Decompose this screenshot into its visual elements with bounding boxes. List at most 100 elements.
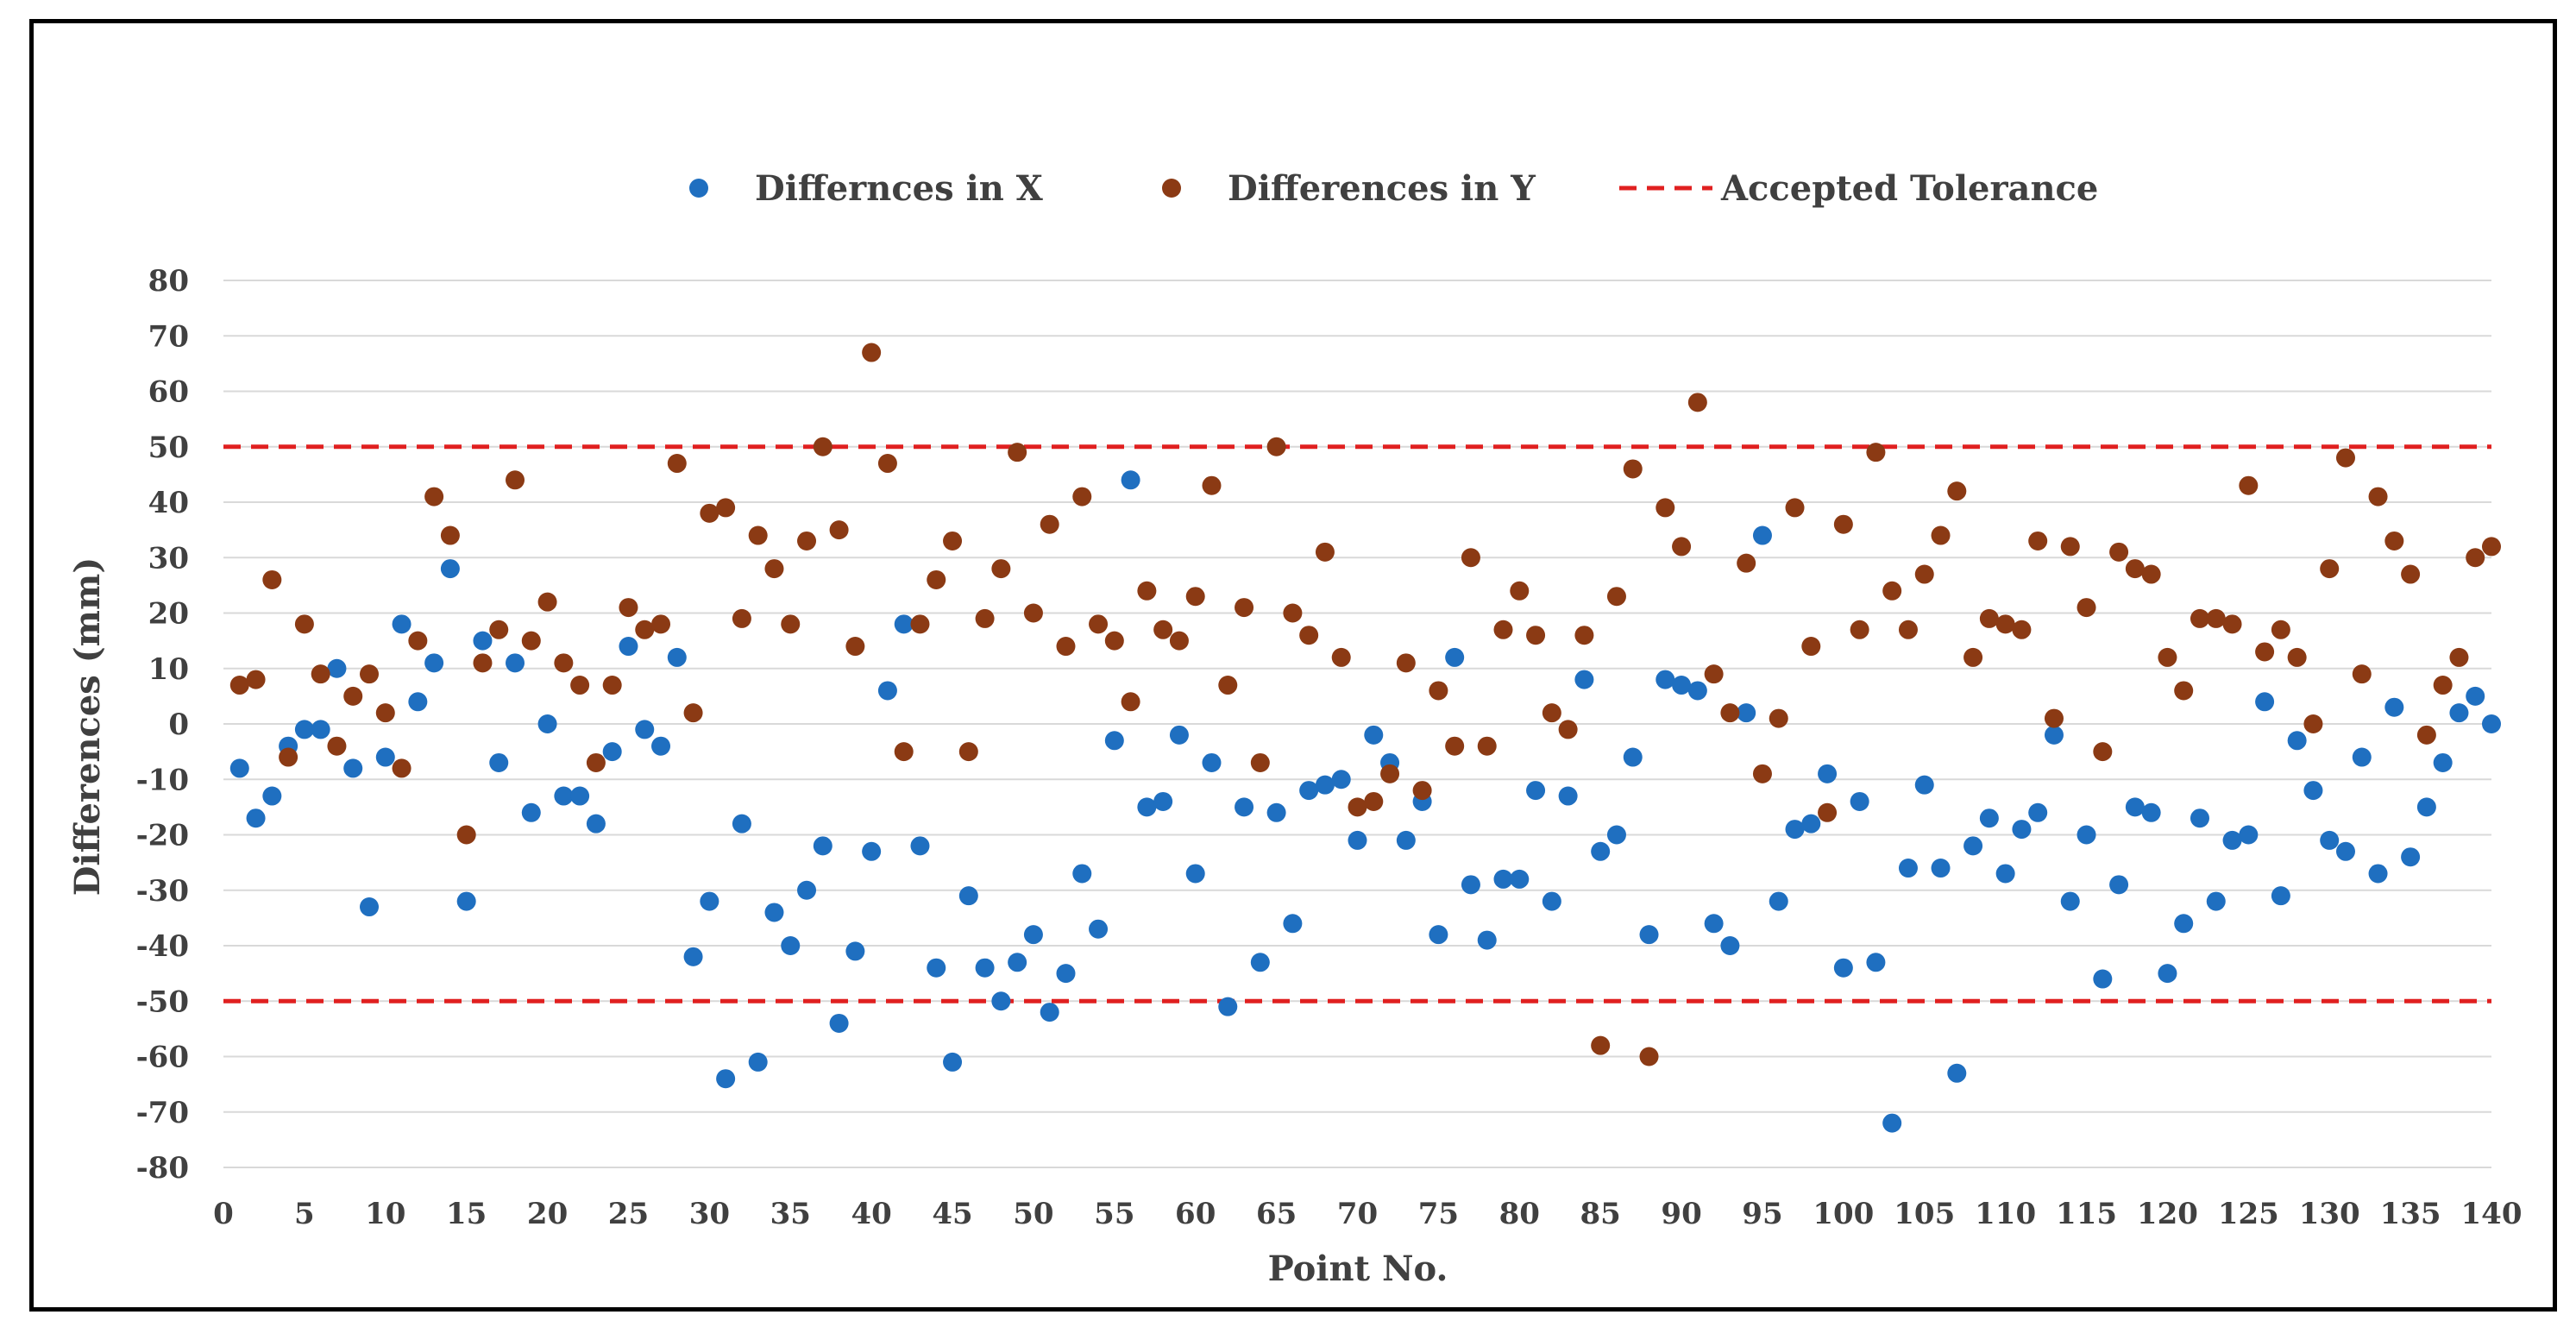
- point-y: [2077, 598, 2096, 618]
- point-x: [1250, 953, 1270, 972]
- point-y: [375, 703, 395, 723]
- point-y: [1250, 752, 1270, 772]
- point-x: [2158, 964, 2177, 984]
- point-y: [1931, 525, 1951, 545]
- point-x: [2012, 820, 2032, 840]
- point-x: [635, 720, 655, 739]
- legend-tolerance-label: Accepted Tolerance: [1720, 168, 2098, 209]
- point-y: [1445, 736, 1465, 756]
- point-x: [1866, 953, 1886, 972]
- point-x: [2109, 875, 2129, 895]
- point-y: [473, 653, 493, 673]
- point-x: [537, 714, 557, 733]
- point-x: [1526, 781, 1546, 801]
- point-y: [1218, 676, 1238, 695]
- point-x: [2206, 891, 2226, 911]
- point-x: [570, 786, 590, 806]
- point-x: [2077, 825, 2096, 845]
- point-x: [1898, 859, 1918, 878]
- point-x: [2335, 841, 2355, 861]
- point-x: [1429, 925, 1448, 945]
- point-y: [2384, 531, 2404, 550]
- point-y: [1056, 637, 1076, 657]
- point-x: [1623, 747, 1643, 767]
- point-x: [2384, 697, 2404, 717]
- point-x: [700, 891, 719, 911]
- point-x: [229, 758, 249, 778]
- point-y: [2335, 448, 2355, 468]
- point-x: [732, 814, 751, 834]
- point-x: [1477, 930, 1497, 950]
- point-x: [1202, 752, 1222, 772]
- point-x: [1185, 864, 1205, 884]
- point-x: [1704, 914, 1724, 934]
- point-y: [1752, 764, 1772, 783]
- point-x: [2141, 802, 2161, 822]
- x-tick-label: 80: [1499, 1197, 1540, 1231]
- point-x: [1510, 869, 1530, 889]
- point-y: [1656, 498, 1675, 518]
- x-tick-label: 30: [689, 1197, 730, 1231]
- point-x: [1769, 891, 1788, 911]
- x-tick-label: 35: [770, 1197, 811, 1231]
- point-y: [764, 559, 784, 579]
- x-tick-label: 45: [932, 1197, 972, 1231]
- point-x: [2466, 686, 2485, 706]
- point-x: [975, 958, 995, 978]
- x-tick-label: 140: [2461, 1197, 2523, 1231]
- point-y: [1882, 581, 1902, 601]
- point-x: [2044, 725, 2064, 745]
- point-y: [1185, 587, 1205, 607]
- point-y: [667, 454, 687, 474]
- point-y: [1348, 797, 1367, 817]
- x-tick-label: 15: [446, 1197, 487, 1231]
- legend: Differnces in X Differences in Y Accepte…: [689, 168, 2098, 209]
- point-x: [1056, 964, 1076, 984]
- y-tick-label: 30: [148, 541, 189, 576]
- point-y: [1315, 542, 1335, 562]
- point-y: [797, 531, 817, 550]
- legend-y-marker: [1162, 179, 1181, 198]
- point-y: [392, 758, 412, 778]
- point-x: [958, 886, 978, 906]
- point-x: [1023, 925, 1043, 945]
- y-tick-label: -50: [136, 985, 189, 1019]
- x-tick-label: 130: [2299, 1197, 2360, 1231]
- point-x: [2028, 802, 2048, 822]
- point-y: [262, 569, 282, 589]
- point-y: [635, 620, 655, 639]
- point-y: [1072, 487, 1092, 506]
- point-y: [781, 614, 801, 634]
- y-tick-label: 20: [148, 597, 189, 632]
- point-x: [2060, 891, 2080, 911]
- point-y: [2158, 647, 2177, 667]
- y-tick-label: -30: [136, 874, 189, 909]
- point-y: [910, 614, 930, 634]
- point-y: [1331, 647, 1351, 667]
- point-x: [764, 903, 784, 922]
- point-y: [602, 676, 622, 695]
- point-x: [327, 658, 347, 678]
- x-tick-label: 135: [2380, 1197, 2441, 1231]
- x-axis-title: Point No.: [1268, 1249, 1448, 1289]
- point-y: [1591, 1035, 1611, 1055]
- x-tick-label: 25: [608, 1197, 649, 1231]
- point-x: [1104, 731, 1124, 751]
- point-y: [748, 525, 768, 545]
- point-x: [781, 936, 801, 955]
- point-y: [1040, 514, 1059, 534]
- point-x: [456, 891, 476, 911]
- chart-frame: [29, 19, 2557, 1312]
- y-axis-title: Differences (mm): [67, 557, 108, 896]
- point-x: [1396, 830, 1416, 850]
- point-x: [943, 1052, 963, 1072]
- y-tick-label: 10: [148, 652, 189, 687]
- point-y: [440, 525, 460, 545]
- point-y: [2109, 542, 2129, 562]
- point-y: [1364, 791, 1384, 811]
- point-x: [294, 720, 314, 739]
- point-x: [2416, 797, 2436, 817]
- point-y: [1704, 664, 1724, 684]
- point-y: [586, 752, 606, 772]
- point-y: [2093, 742, 2113, 762]
